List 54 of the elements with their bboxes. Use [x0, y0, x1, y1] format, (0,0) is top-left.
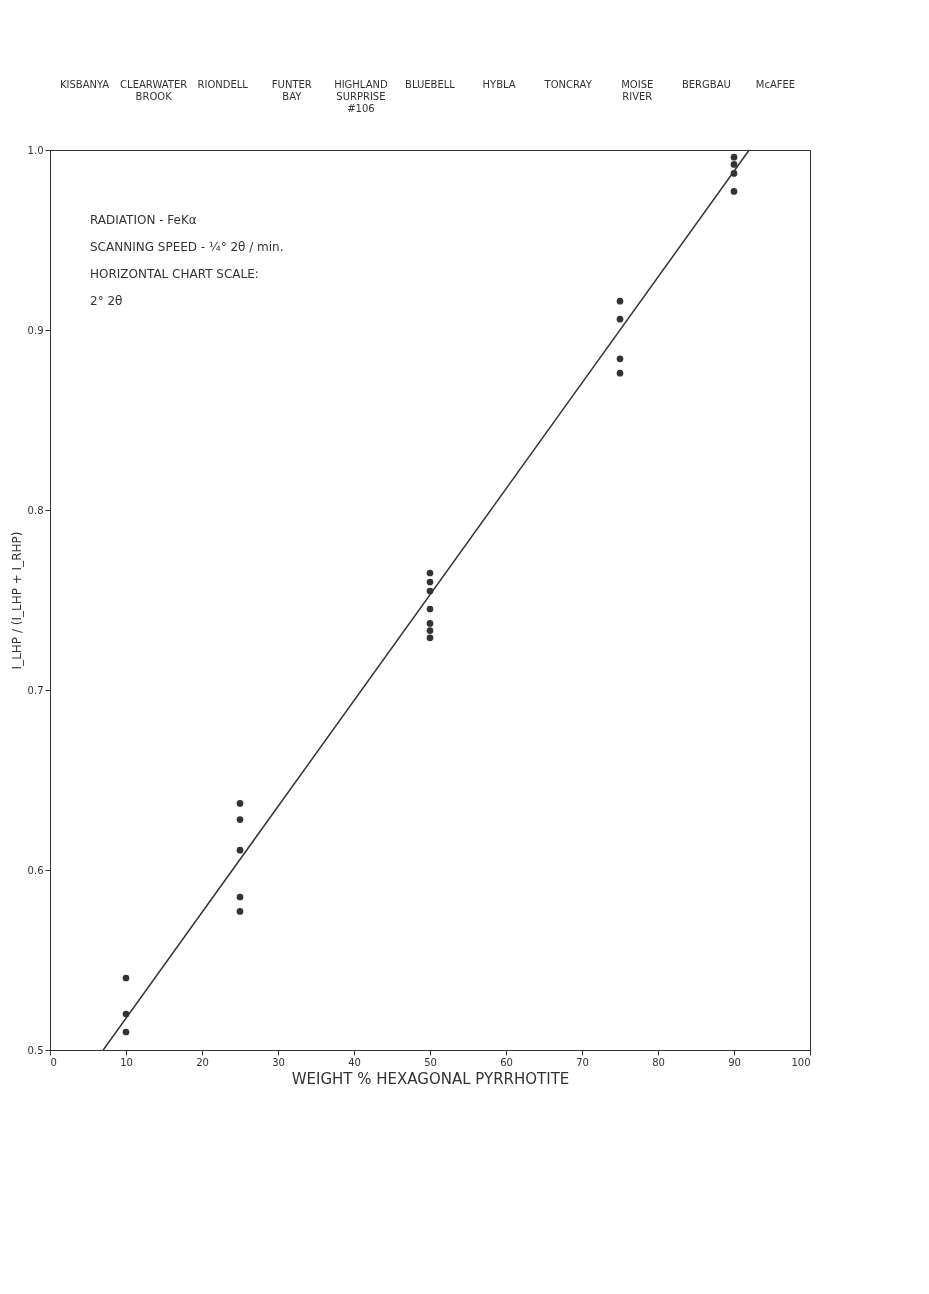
y-tick-label: 0.7 [27, 684, 44, 696]
point [122, 974, 130, 982]
y-tick-label: 0.8 [27, 504, 44, 516]
point [616, 355, 624, 363]
point [426, 620, 434, 627]
point [236, 893, 244, 901]
x-tick-label: 20 [196, 1056, 209, 1068]
annotation: RADIATION - FeKα [90, 213, 197, 227]
point [616, 315, 624, 323]
text: HIGHLAND SURPRISE #106 [334, 79, 388, 114]
x-tick-label: 90 [728, 1056, 741, 1068]
x-tick-label: 40 [348, 1056, 361, 1068]
point [730, 161, 738, 168]
annotation: HORIZONTAL CHART SCALE: [90, 267, 259, 281]
x-tick-label: 70 [576, 1056, 589, 1068]
text: CLEARWATER BROOK [120, 79, 188, 102]
x-tick-label: 60 [500, 1056, 513, 1068]
text: HYBLA [482, 79, 516, 90]
annotation: SCANNING SPEED - ¼° 2θ / min. [90, 240, 284, 254]
x-axis-title: WEIGHT % HEXAGONAL PYRRHOTITE [291, 1069, 570, 1088]
x-tick-label: 80 [652, 1056, 665, 1068]
y-tick-label: 0.9 [27, 324, 44, 336]
text: KISBANYA [59, 79, 110, 90]
point [236, 846, 244, 854]
text: FUNTER BAY [271, 79, 312, 102]
point [616, 297, 624, 305]
text: BLUEBELL [405, 79, 456, 90]
point [730, 153, 738, 161]
x-tick-label: 50 [424, 1056, 437, 1068]
text: RIONDELL [197, 79, 249, 90]
point [426, 578, 434, 586]
point [730, 188, 738, 195]
point [426, 627, 434, 634]
x-tick-label: 100 [791, 1056, 811, 1068]
x-tick-label: 0 [50, 1056, 57, 1068]
text: MOISE RIVER [621, 79, 654, 102]
x-tick-label: 10 [120, 1056, 133, 1068]
point [236, 800, 244, 807]
text: BERGBAU [681, 79, 731, 90]
point [236, 816, 244, 823]
point [236, 908, 244, 915]
text: McAFEE [755, 79, 796, 90]
point [426, 605, 434, 613]
y-tick-label: 0.5 [27, 1044, 44, 1056]
point [616, 369, 624, 377]
point [426, 569, 434, 577]
text: TONCRAY [543, 79, 593, 90]
y-axis-title: I_LHP / (I_LHP + I_RHP) [9, 531, 24, 670]
annotation: 2° 2θ [90, 294, 123, 308]
y-tick-label: 1.0 [27, 144, 44, 156]
point [122, 1028, 130, 1036]
y-tick-label: 0.6 [27, 864, 44, 876]
point [426, 634, 434, 642]
x-tick-label: 30 [272, 1056, 285, 1068]
